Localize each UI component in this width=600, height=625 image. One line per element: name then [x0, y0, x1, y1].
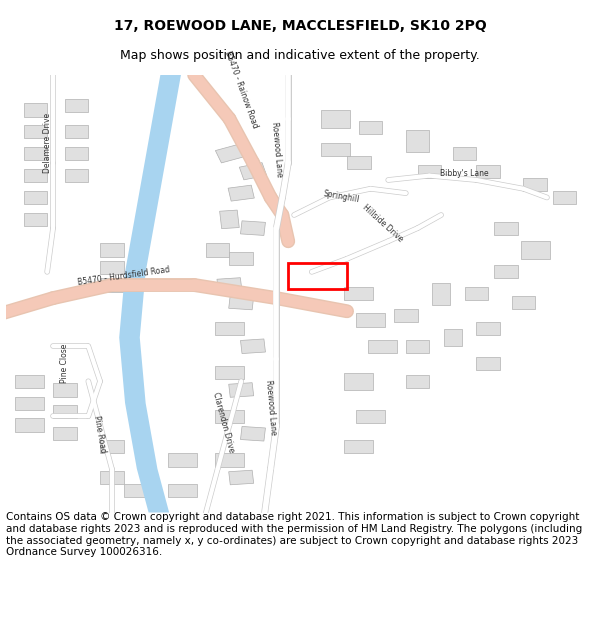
Bar [344, 288, 373, 301]
Bar [215, 454, 244, 466]
Bar [432, 282, 450, 304]
Bar [53, 428, 77, 440]
Bar [215, 366, 244, 379]
Bar [220, 210, 239, 229]
Bar [228, 185, 254, 201]
Bar [100, 244, 124, 257]
Bar [553, 191, 577, 204]
Text: Pine Road: Pine Road [92, 414, 108, 453]
Bar [344, 372, 373, 390]
Bar [229, 382, 254, 398]
Bar [356, 314, 385, 326]
Bar [65, 99, 88, 112]
Text: 17, ROEWOOD LANE, MACCLESFIELD, SK10 2PQ: 17, ROEWOOD LANE, MACCLESFIELD, SK10 2PQ [113, 19, 487, 32]
Bar [241, 339, 265, 354]
Bar [476, 322, 500, 335]
Bar [523, 178, 547, 191]
Text: Roewood Lane: Roewood Lane [269, 121, 283, 177]
Bar [344, 440, 373, 454]
Bar [418, 165, 441, 178]
Bar [241, 426, 265, 441]
Bar [406, 375, 430, 388]
Bar [23, 213, 47, 226]
Bar [368, 340, 397, 352]
Bar [65, 169, 88, 182]
Bar [168, 454, 197, 466]
Bar [494, 222, 518, 235]
Text: B5470 - Rainow Road: B5470 - Rainow Road [223, 49, 259, 129]
Text: Roewood Lane: Roewood Lane [263, 379, 278, 436]
Bar [356, 410, 385, 422]
Bar [347, 156, 371, 169]
Bar [15, 419, 44, 431]
Bar [444, 329, 462, 346]
Bar [394, 309, 418, 322]
Bar [15, 397, 44, 410]
Bar [23, 148, 47, 161]
Bar [100, 471, 124, 484]
Bar [512, 296, 535, 309]
Bar [229, 470, 254, 485]
Bar [239, 162, 266, 180]
Text: Map shows position and indicative extent of the property.: Map shows position and indicative extent… [120, 49, 480, 62]
Bar [521, 241, 550, 259]
Bar [359, 121, 382, 134]
Bar [217, 278, 242, 292]
Bar [65, 148, 88, 161]
Polygon shape [119, 75, 181, 512]
Bar [53, 405, 77, 419]
Bar [320, 143, 350, 156]
Text: Hillside Drive: Hillside Drive [361, 202, 404, 243]
Bar [476, 357, 500, 370]
Bar [215, 410, 244, 422]
Text: Contains OS data © Crown copyright and database right 2021. This information is : Contains OS data © Crown copyright and d… [6, 512, 582, 558]
Text: Clarendon Drive: Clarendon Drive [211, 391, 236, 453]
Bar [464, 288, 488, 301]
Text: Pine Close: Pine Close [60, 344, 70, 383]
Bar [100, 440, 124, 454]
Bar [100, 261, 124, 274]
Bar [23, 125, 47, 139]
Bar [320, 110, 350, 128]
Bar [241, 221, 265, 236]
Bar [288, 263, 347, 289]
Bar [494, 266, 518, 279]
Bar [23, 191, 47, 204]
Bar [406, 130, 430, 152]
Bar [15, 375, 44, 388]
Bar [65, 125, 88, 139]
Bar [53, 384, 77, 397]
Bar [23, 169, 47, 182]
Bar [23, 104, 47, 116]
Text: Bibby's Lane: Bibby's Lane [440, 169, 489, 177]
Bar [229, 253, 253, 266]
Bar [229, 295, 254, 310]
Bar [406, 340, 430, 352]
Text: Delamere Drive: Delamere Drive [43, 113, 52, 173]
Bar [476, 165, 500, 178]
Bar [215, 144, 244, 163]
Text: Springhill: Springhill [322, 189, 360, 204]
Bar [215, 322, 244, 335]
Bar [100, 279, 124, 291]
Bar [124, 484, 147, 498]
Bar [206, 244, 229, 257]
Text: B5470 - Hurdsfield Road: B5470 - Hurdsfield Road [77, 265, 170, 287]
Bar [168, 484, 197, 498]
Bar [453, 148, 476, 161]
